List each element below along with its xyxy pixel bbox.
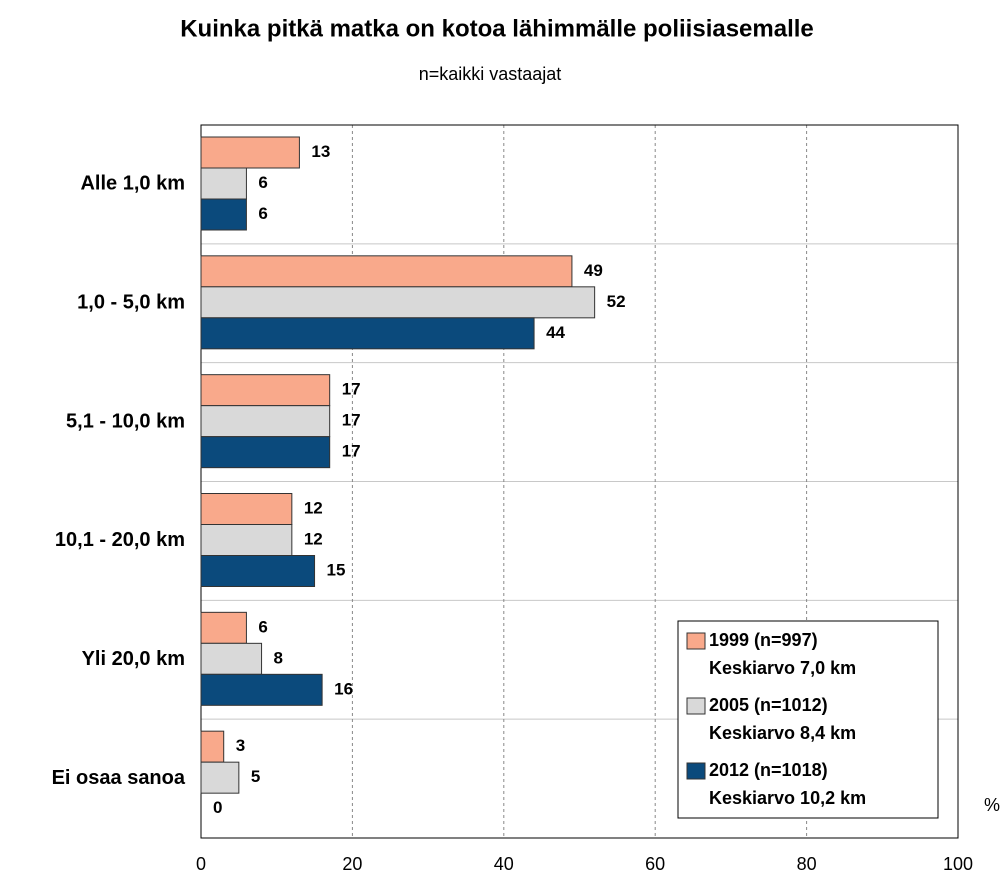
value-label: 49 [584, 261, 603, 280]
bar [200, 317, 535, 350]
bar [200, 761, 240, 794]
value-label: 3 [236, 736, 245, 755]
legend-note: Keskiarvo 8,4 km [709, 723, 856, 743]
value-label: 13 [311, 142, 330, 161]
y-tick-label: Alle 1,0 km [80, 173, 185, 195]
bar [200, 730, 225, 763]
bar [200, 286, 596, 319]
legend-swatch [686, 697, 706, 715]
value-label: 52 [607, 292, 626, 311]
value-label: 8 [274, 648, 283, 667]
bar [200, 167, 247, 200]
value-label: 44 [546, 323, 565, 342]
legend-note: Keskiarvo 10,2 km [709, 788, 866, 808]
value-label: 12 [304, 498, 323, 517]
y-tick-label: 1,0 - 5,0 km [77, 292, 185, 314]
bar [200, 524, 293, 556]
value-label: 16 [334, 679, 353, 698]
legend-label: 1999 (n=997) [709, 630, 818, 650]
chart-title: Kuinka pitkä matka on kotoa lähimmälle p… [180, 15, 814, 42]
bar [200, 255, 573, 288]
bar [200, 198, 247, 231]
x-tick-label: 20 [342, 854, 362, 874]
y-tick-label: 5,1 - 10,0 km [66, 410, 185, 432]
bar [200, 493, 293, 525]
bar [200, 374, 331, 407]
value-label: 0 [213, 798, 222, 817]
plot-frame [200, 124, 959, 839]
x-tick-label: 40 [494, 854, 514, 874]
value-label: 17 [342, 442, 361, 461]
x-tick-label: 80 [797, 854, 817, 874]
value-label: 5 [251, 767, 260, 786]
x-tick-label: 60 [645, 854, 665, 874]
x-tick-label: 100 [943, 854, 973, 874]
x-tick-label: 0 [196, 854, 206, 874]
legend-swatch [686, 762, 706, 780]
bar [200, 611, 247, 644]
value-label: 17 [342, 380, 361, 399]
bar [200, 642, 263, 675]
x-axis-label: % [984, 795, 1000, 815]
bar [200, 436, 331, 469]
value-label: 17 [342, 411, 361, 430]
value-label: 12 [304, 529, 323, 548]
y-tick-label: Yli 20,0 km [82, 648, 185, 670]
legend-label: 2005 (n=1012) [709, 695, 828, 715]
y-tick-label: 10,1 - 20,0 km [55, 529, 185, 551]
bar [200, 405, 331, 438]
value-label: 6 [258, 204, 267, 223]
chart-subtitle: n=kaikki vastaajat [419, 64, 562, 84]
legend-box [677, 620, 939, 819]
value-label: 15 [327, 560, 346, 579]
value-label: 6 [258, 617, 267, 636]
bar [200, 555, 316, 587]
bar [200, 673, 323, 706]
y-tick-label: Ei osaa sanoa [52, 767, 186, 789]
legend-note: Keskiarvo 7,0 km [709, 658, 856, 678]
bar [200, 136, 300, 169]
value-label: 6 [258, 173, 267, 192]
legend-label: 2012 (n=1018) [709, 760, 828, 780]
legend-swatch [686, 632, 706, 650]
